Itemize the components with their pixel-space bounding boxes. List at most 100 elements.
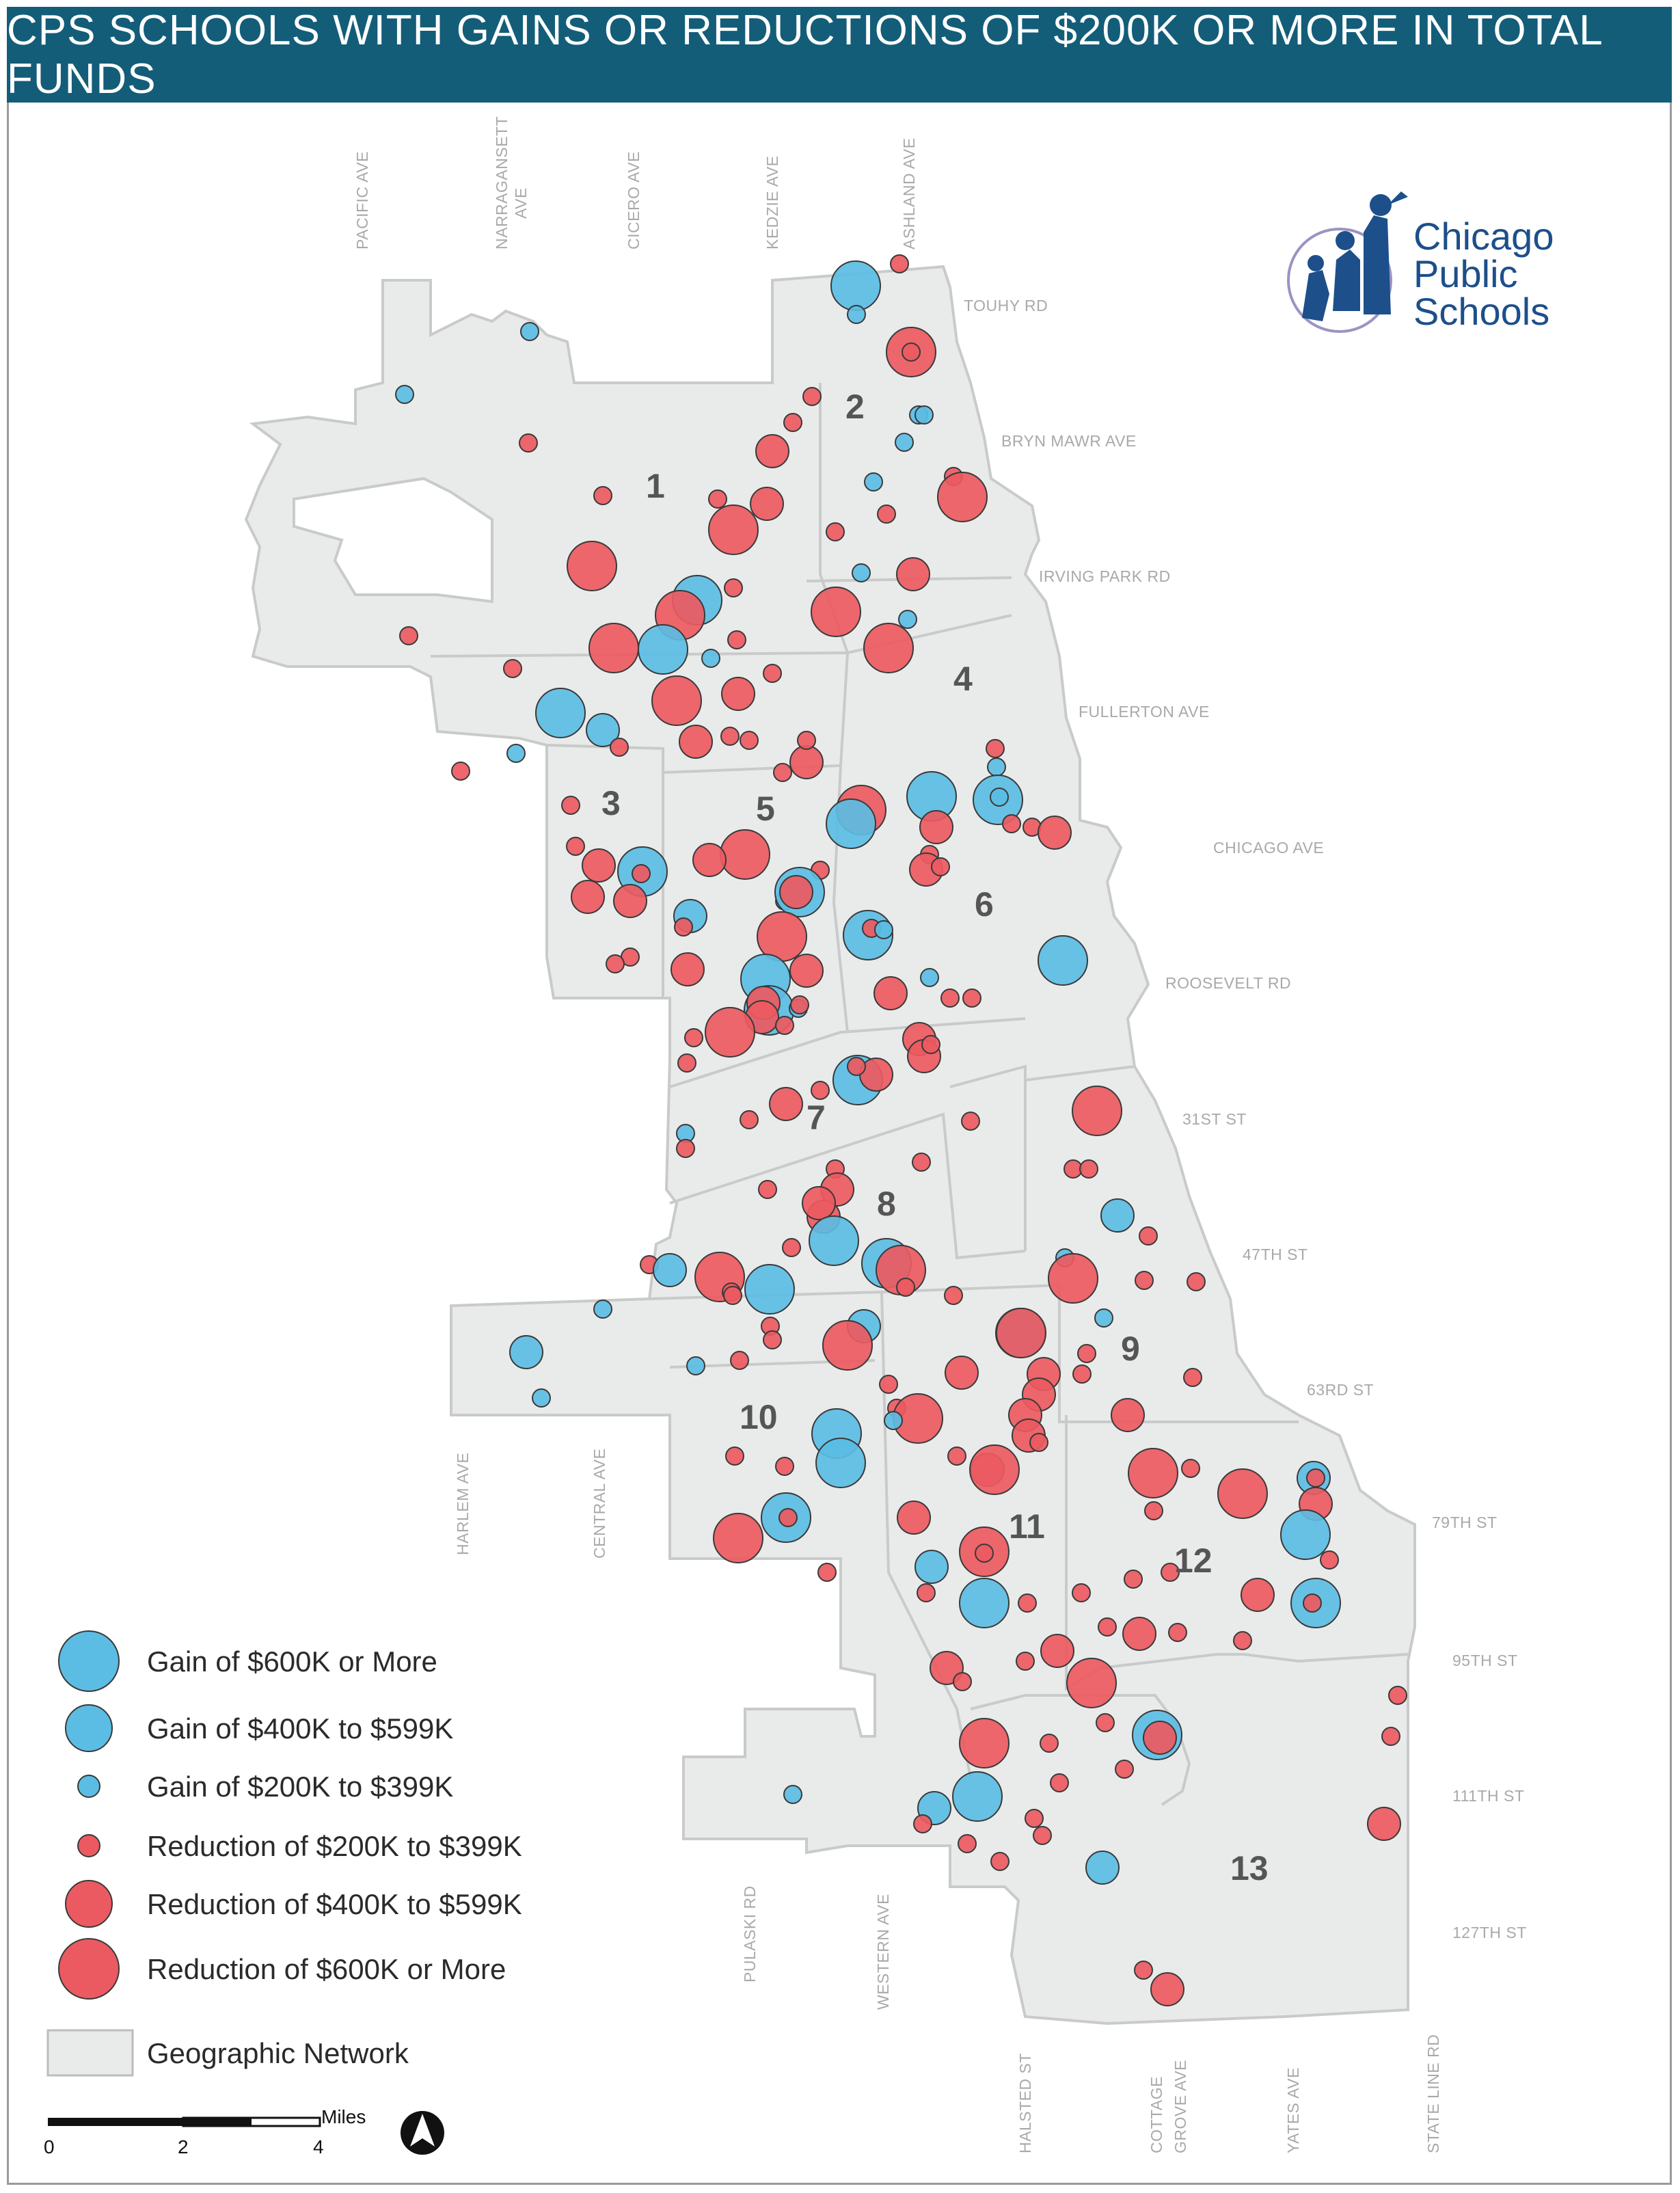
reduction-school-marker xyxy=(1072,1364,1092,1384)
street-western: WESTERN AVE xyxy=(874,1894,892,2010)
reduction-school-marker xyxy=(778,1508,798,1527)
gain-school-marker xyxy=(506,744,526,763)
reduction-school-marker xyxy=(975,1544,994,1563)
reduction-school-marker xyxy=(566,837,585,856)
reduction-school-marker xyxy=(676,1139,695,1158)
reduction-school-marker xyxy=(451,762,470,781)
street-irving-park: IRVING PARK RD xyxy=(1039,567,1171,585)
reduction-school-marker xyxy=(1381,1727,1400,1746)
network-number-1: 1 xyxy=(646,467,665,505)
reduction-school-marker xyxy=(1367,1807,1401,1841)
reduction-school-marker xyxy=(896,557,930,591)
legend-reduction-medium-marker xyxy=(65,1880,113,1928)
street-yates: YATES AVE xyxy=(1284,2067,1302,2153)
reduction-school-marker xyxy=(897,1501,931,1535)
street-95th: 95TH ST xyxy=(1452,1652,1518,1669)
reduction-school-marker xyxy=(1139,1226,1158,1246)
reduction-school-marker xyxy=(779,875,813,909)
street-fullerton: FULLERTON AVE xyxy=(1079,703,1210,721)
reduction-school-marker xyxy=(790,995,809,1014)
reduction-school-marker xyxy=(708,504,759,555)
reduction-school-marker xyxy=(1029,1433,1048,1452)
reduction-school-marker xyxy=(723,1286,742,1305)
gain-school-marker xyxy=(1280,1509,1331,1560)
reduction-school-marker xyxy=(727,630,746,649)
reduction-school-marker xyxy=(775,1457,794,1476)
reduction-school-marker xyxy=(1016,1652,1035,1671)
reduction-school-marker xyxy=(847,1057,866,1076)
reduction-school-marker xyxy=(1217,1468,1268,1519)
logo-line-public: Public xyxy=(1413,252,1518,295)
reduction-school-marker xyxy=(783,413,802,432)
street-79th: 79TH ST xyxy=(1432,1513,1498,1531)
gain-school-marker xyxy=(815,1438,866,1488)
network-number-10: 10 xyxy=(740,1398,778,1436)
reduction-school-marker xyxy=(1115,1760,1134,1779)
scale-tick-0: 0 xyxy=(44,2136,55,2157)
gain-school-marker xyxy=(535,688,586,738)
gain-school-marker xyxy=(586,713,620,747)
gain-school-marker xyxy=(895,433,914,452)
street-narragansett: NARRAGANSETT xyxy=(493,116,511,250)
street-47th: 47TH ST xyxy=(1243,1246,1308,1263)
reduction-school-marker xyxy=(931,857,950,876)
reduction-school-marker xyxy=(947,1447,966,1466)
ohare-cutout xyxy=(293,476,493,604)
reduction-school-marker xyxy=(651,675,702,726)
gain-school-marker xyxy=(852,563,871,582)
reduction-school-marker xyxy=(940,988,960,1008)
gain-school-marker xyxy=(914,1550,949,1584)
network-number-7: 7 xyxy=(807,1099,826,1137)
reduction-school-marker xyxy=(679,725,713,759)
reduction-school-marker xyxy=(1320,1550,1339,1570)
legend-reduction-large-marker xyxy=(58,1938,120,2000)
street-roosevelt: ROOSEVELT RD xyxy=(1165,974,1291,992)
reduction-school-marker xyxy=(863,623,914,673)
reduction-school-marker xyxy=(826,522,845,541)
network-number-5: 5 xyxy=(756,790,775,828)
network-number-13: 13 xyxy=(1230,1849,1269,1887)
street-chicago: CHICAGO AVE xyxy=(1213,839,1324,857)
street-narragansett-ave: AVE xyxy=(512,187,530,219)
school-markers xyxy=(395,254,1407,2006)
network-legend: Geographic Network xyxy=(46,2029,409,2077)
reduction-school-marker xyxy=(1072,1583,1091,1602)
network-legend-label: Geographic Network xyxy=(147,2037,409,2069)
reduction-school-marker xyxy=(1183,1368,1202,1387)
reduction-school-marker xyxy=(1040,1634,1074,1668)
gain-school-marker xyxy=(874,920,893,939)
reduction-school-marker xyxy=(782,1238,801,1257)
reduction-school-marker xyxy=(750,487,784,521)
reduction-school-marker xyxy=(879,1375,898,1394)
legend-label: Gain of $200K to $399K xyxy=(147,1771,453,1803)
reduction-school-marker xyxy=(1096,1713,1115,1732)
reduction-school-marker xyxy=(677,1053,696,1073)
street-labels: PACIFIC AVE NARRAGANSETT AVE CICERO AVE … xyxy=(353,116,1526,2153)
gain-school-marker xyxy=(593,1300,612,1319)
reduction-school-marker xyxy=(730,1351,749,1370)
reduction-school-marker xyxy=(1187,1272,1206,1291)
reduction-school-marker xyxy=(1135,1271,1154,1290)
logo-line-schools: Schools xyxy=(1413,290,1549,333)
reduction-school-marker xyxy=(1018,1593,1037,1613)
reduction-school-marker xyxy=(1079,1159,1098,1179)
network-number-9: 9 xyxy=(1121,1330,1140,1368)
reduction-school-marker xyxy=(1306,1468,1325,1488)
reduction-school-marker xyxy=(1168,1623,1187,1642)
gain-school-marker xyxy=(1100,1198,1135,1233)
reduction-school-marker xyxy=(873,976,908,1010)
reduction-school-marker xyxy=(670,952,705,986)
reduction-school-marker xyxy=(913,1814,932,1833)
street-cottage-grove-ave: GROVE AVE xyxy=(1171,2060,1189,2153)
reduction-school-marker xyxy=(1181,1459,1200,1478)
legend: Gain of $600K or More Gain of $400K to $5… xyxy=(58,1630,522,2000)
logo-line-chicago: Chicago xyxy=(1413,215,1554,258)
legend-gain-medium-marker xyxy=(65,1704,113,1752)
street-state-line: STATE LINE RD xyxy=(1424,2034,1442,2153)
reduction-school-marker xyxy=(571,880,605,914)
scale-tick-2: 2 xyxy=(178,2136,189,2157)
reduction-school-marker xyxy=(561,796,580,815)
reduction-school-marker xyxy=(1241,1578,1275,1612)
street-63rd: 63RD ST xyxy=(1307,1381,1374,1399)
